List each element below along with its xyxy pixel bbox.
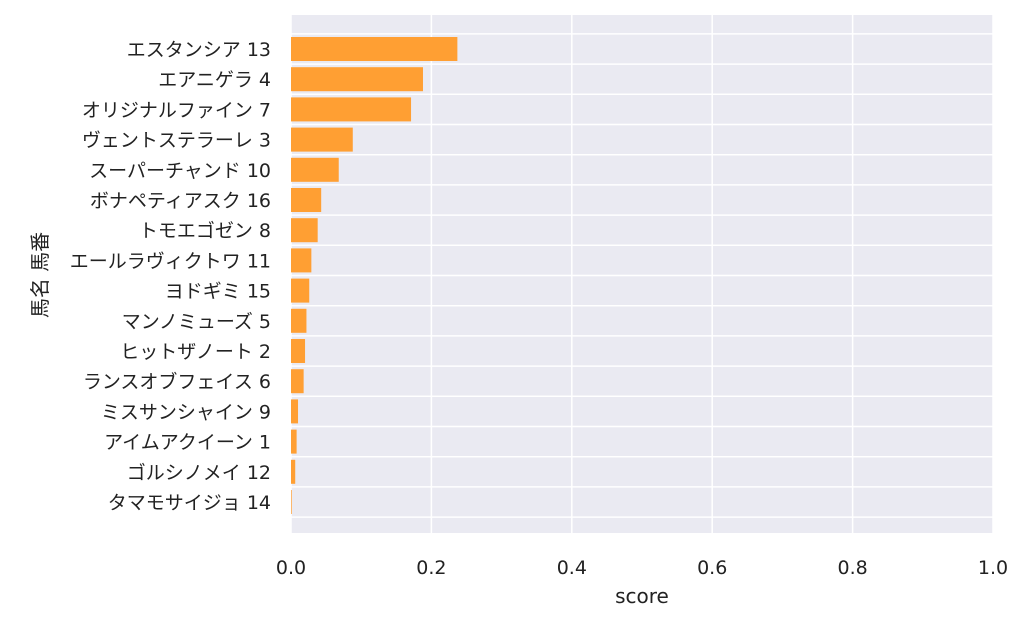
bar	[291, 157, 339, 182]
bar	[291, 429, 297, 454]
x-axis-title: score	[615, 584, 669, 608]
x-tick-label: 1.0	[978, 557, 1008, 579]
category-label: ヨドギミ 15	[165, 281, 271, 303]
x-tick-labels: 0.0 0.2 0.4 0.6 0.8 1.0	[276, 557, 1008, 579]
category-label: ヴェントステラーレ 3	[82, 130, 271, 152]
bars	[291, 37, 458, 514]
category-label: オリジナルファイン 7	[82, 99, 271, 121]
bar	[291, 67, 423, 92]
bar	[291, 459, 296, 484]
x-tick-label: 0.6	[697, 557, 727, 579]
category-label: トモエゴゼン 8	[139, 220, 271, 242]
bar	[291, 37, 458, 61]
category-label: エールラヴィクトワ 11	[70, 250, 271, 272]
category-label: ランスオブフェイス 6	[83, 370, 271, 393]
bar	[291, 399, 299, 424]
y-axis-title: 馬名 馬番	[28, 232, 52, 318]
x-tick-label: 0.8	[837, 557, 867, 579]
bar	[291, 339, 306, 363]
category-label: ゴルシノメイ 12	[127, 462, 271, 484]
x-tick-label: 0.4	[557, 557, 587, 579]
category-labels: エスタンシア 13 エアニゲラ 4 オリジナルファイン 7 ヴェントステラーレ 3 スー…	[70, 39, 271, 514]
category-label: マンノミューズ 5	[122, 311, 271, 333]
category-label: ヒットザノート 2	[120, 341, 271, 363]
x-tick-label: 0.0	[276, 557, 306, 579]
bar	[291, 278, 310, 303]
bar	[291, 188, 322, 212]
grid-lines	[290, 15, 994, 533]
bar	[291, 369, 304, 394]
category-label: タマモサイジョ 14	[108, 492, 271, 514]
category-label: アイムアクイーン 1	[104, 432, 271, 454]
x-tick-label: 0.2	[416, 557, 446, 579]
bar	[291, 218, 318, 243]
category-label: ボナペティアスク 16	[90, 190, 271, 212]
category-label: エアニゲラ 4	[158, 69, 271, 91]
bar	[291, 127, 353, 152]
bar	[291, 308, 307, 333]
bar	[291, 248, 312, 273]
bar	[291, 97, 412, 122]
category-label: エスタンシア 13	[127, 39, 271, 61]
category-label: ミスサンシャイン 9	[101, 401, 271, 423]
category-label: スーパーチャンド 10	[89, 160, 271, 182]
plot-background	[291, 15, 993, 533]
bar	[291, 490, 292, 514]
